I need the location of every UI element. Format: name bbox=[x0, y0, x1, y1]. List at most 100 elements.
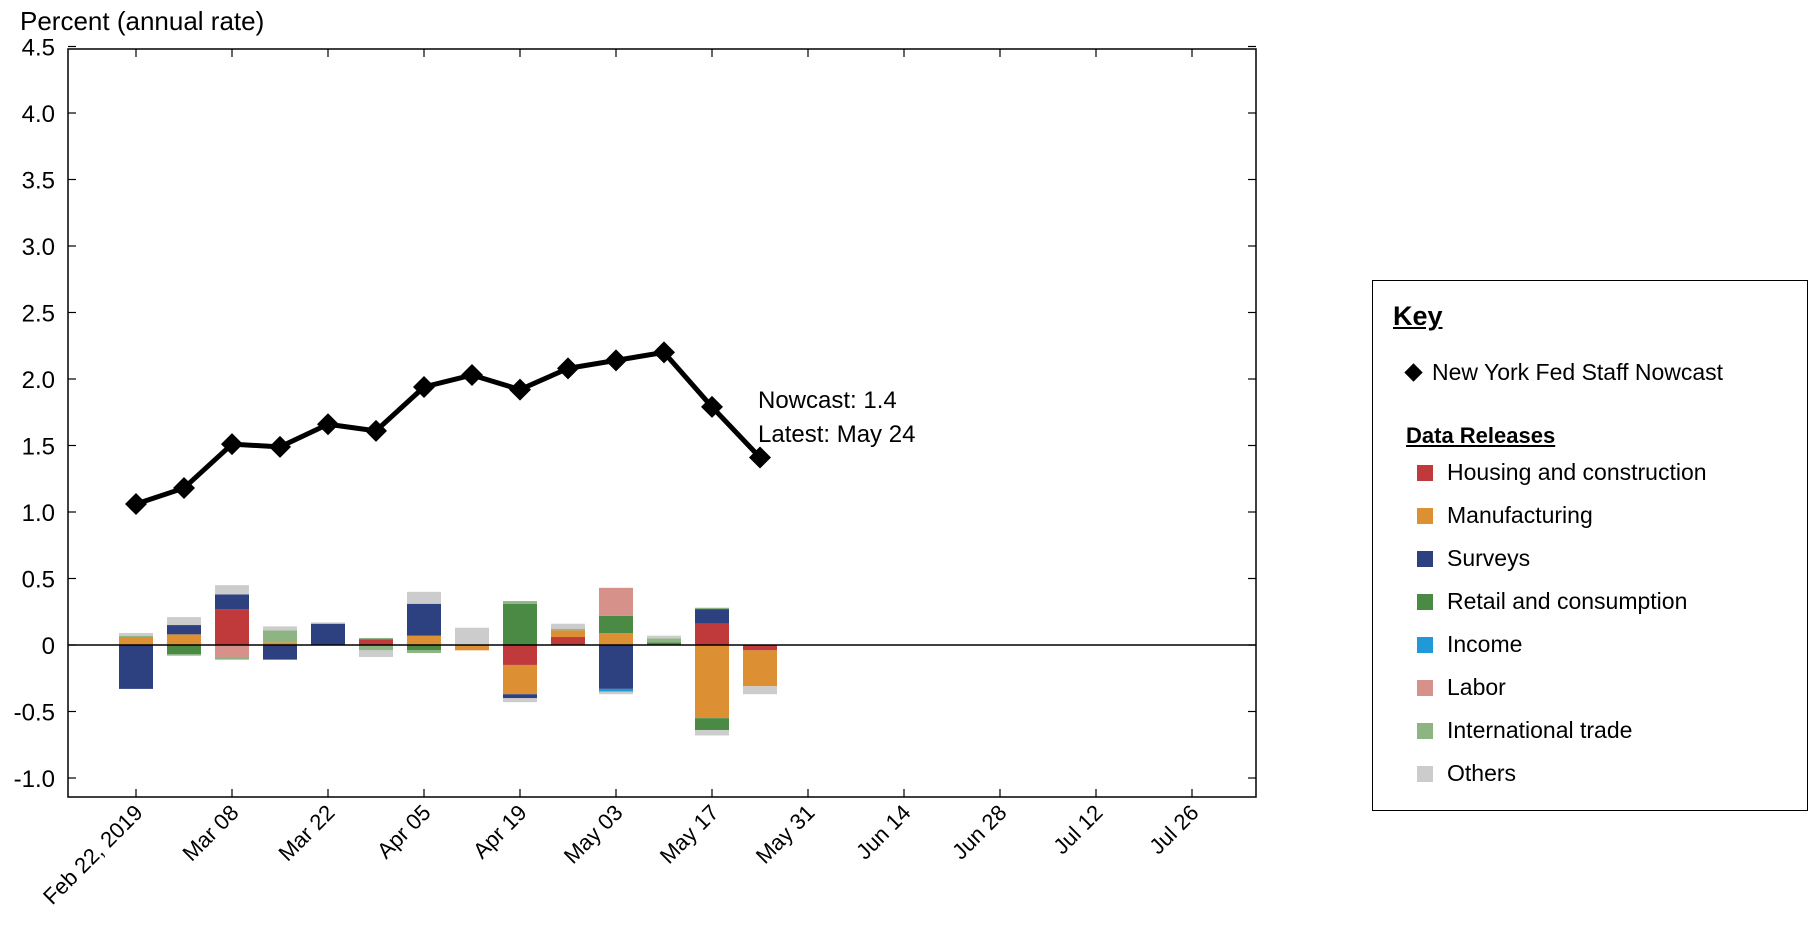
bar-segment bbox=[599, 587, 633, 616]
legend-item-others: Others bbox=[1417, 752, 1707, 795]
trade-swatch-icon bbox=[1417, 722, 1433, 739]
bar-segment bbox=[407, 645, 441, 651]
bar-segment bbox=[215, 645, 249, 657]
nowcast-point bbox=[221, 433, 243, 456]
nowcast-point bbox=[317, 413, 339, 436]
legend-label: Manufacturing bbox=[1447, 502, 1593, 528]
y-tick-label: 3.5 bbox=[22, 168, 55, 195]
legend-label: Surveys bbox=[1447, 545, 1531, 571]
y-tick-label: -0.5 bbox=[14, 700, 55, 727]
nowcast-line-layer bbox=[125, 341, 771, 516]
bar-segment bbox=[647, 638, 681, 643]
bar-segment bbox=[695, 718, 729, 731]
bar-segment bbox=[743, 650, 777, 687]
nowcast-point bbox=[605, 349, 627, 372]
bar-segment bbox=[359, 650, 393, 657]
surveys-swatch-icon bbox=[1417, 550, 1433, 567]
bar-segment bbox=[119, 635, 153, 638]
y-tick-label: 1.5 bbox=[22, 434, 55, 461]
bar-segment bbox=[695, 645, 729, 719]
bar-segment bbox=[407, 650, 441, 653]
bar-segment bbox=[311, 623, 345, 645]
bar-segment bbox=[167, 634, 201, 645]
nowcast-point bbox=[653, 341, 675, 364]
bar-segment bbox=[503, 603, 537, 645]
bar-segment bbox=[263, 626, 297, 631]
x-tick-label: May 31 bbox=[751, 800, 820, 869]
nowcast-point bbox=[365, 419, 387, 442]
legend-label: International trade bbox=[1447, 717, 1633, 743]
y-tick-label: 3.0 bbox=[22, 234, 55, 261]
legend-label: Retail and consumption bbox=[1447, 588, 1688, 614]
bar-segment bbox=[407, 591, 441, 604]
annotation-nowcast: Nowcast: 1.4 bbox=[758, 387, 897, 414]
bar-segment bbox=[455, 627, 489, 645]
release-list: Housing and construction Manufacturing S… bbox=[1417, 451, 1707, 795]
bar-segment bbox=[407, 603, 441, 636]
nowcast-point bbox=[125, 493, 147, 516]
legend-label: Housing and construction bbox=[1447, 459, 1707, 485]
bar-segment bbox=[503, 698, 537, 703]
legend-label: Income bbox=[1447, 631, 1523, 657]
legend-item-international-trade: International trade bbox=[1417, 709, 1707, 752]
bar-segment bbox=[359, 638, 393, 640]
bar-segment bbox=[167, 645, 201, 655]
plot-frame bbox=[67, 48, 1257, 798]
bar-segment bbox=[455, 645, 489, 651]
x-tick-label: Jul 12 bbox=[1048, 800, 1107, 859]
bar-segment bbox=[503, 694, 537, 699]
housing-swatch-icon bbox=[1417, 464, 1433, 481]
legend-item-income: Income bbox=[1417, 623, 1707, 666]
legend-label: Others bbox=[1447, 760, 1517, 786]
bar-segment bbox=[599, 633, 633, 645]
annotation-latest: Latest: May 24 bbox=[758, 421, 915, 448]
bar-segment bbox=[167, 654, 201, 656]
x-tick-label: Apr 05 bbox=[372, 800, 436, 864]
bar-segment bbox=[647, 635, 681, 639]
x-tick-label: Feb 22, 2019 bbox=[38, 800, 147, 909]
bar-segment bbox=[599, 645, 633, 689]
bar-segment bbox=[215, 656, 249, 660]
bar-segment bbox=[695, 623, 729, 645]
bar-segment bbox=[215, 594, 249, 610]
legend-label: Labor bbox=[1447, 674, 1506, 700]
retail-swatch-icon bbox=[1417, 593, 1433, 610]
bar-segment bbox=[407, 635, 441, 645]
bar-segment bbox=[119, 633, 153, 636]
bar-segment bbox=[503, 645, 537, 665]
bar-segment bbox=[743, 686, 777, 695]
bar-segment bbox=[695, 607, 729, 610]
y-tick-label: 4.0 bbox=[22, 101, 55, 128]
legend-item-surveys: Surveys bbox=[1417, 537, 1707, 580]
y-tick-label: 1.0 bbox=[22, 500, 55, 527]
bar-segment bbox=[167, 617, 201, 626]
nowcast-point bbox=[461, 364, 483, 387]
x-tick-label: Mar 08 bbox=[177, 800, 243, 866]
x-tick-label: May 03 bbox=[559, 800, 628, 869]
x-tick-label: May 17 bbox=[655, 800, 724, 869]
bar-segment bbox=[215, 585, 249, 595]
nowcast-point bbox=[173, 477, 195, 500]
income-swatch-icon bbox=[1417, 636, 1433, 653]
bar-segment bbox=[695, 609, 729, 624]
diamond-icon bbox=[1404, 363, 1423, 382]
bar-segment bbox=[119, 645, 153, 689]
bar-segment bbox=[167, 625, 201, 635]
bar-segment bbox=[695, 730, 729, 736]
bar-segment bbox=[647, 642, 681, 645]
bar-segment bbox=[359, 645, 393, 651]
bar-segment bbox=[551, 623, 585, 630]
bar-segment bbox=[599, 688, 633, 692]
nowcast-point bbox=[557, 357, 579, 380]
nowcast-point bbox=[701, 395, 723, 418]
bar-segment bbox=[263, 645, 297, 660]
legend-nowcast-item: New York Fed Staff Nowcast bbox=[1403, 359, 1723, 386]
labor-swatch-icon bbox=[1417, 679, 1433, 696]
y-tick-label: 2.5 bbox=[22, 301, 55, 328]
bars-layer bbox=[119, 585, 777, 736]
bar-segment bbox=[551, 630, 585, 638]
x-tick-label: Jul 26 bbox=[1144, 800, 1203, 859]
legend-key: Key New York Fed Staff Nowcast Data Rele… bbox=[1372, 280, 1808, 811]
bar-segment bbox=[599, 691, 633, 695]
